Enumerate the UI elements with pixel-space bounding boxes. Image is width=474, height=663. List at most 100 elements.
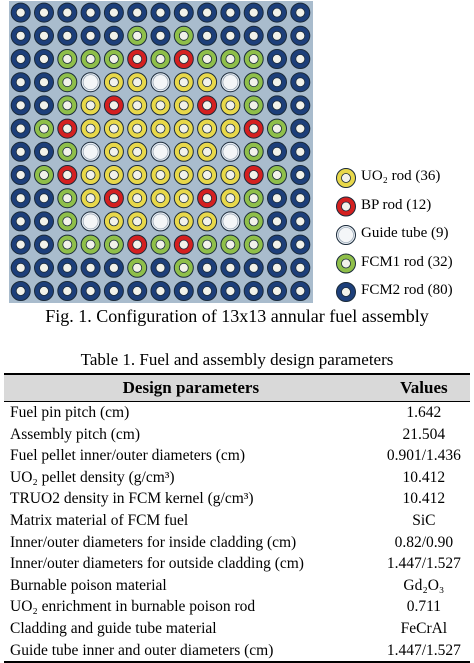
rod (267, 141, 287, 162)
rod (173, 25, 194, 46)
rod (243, 118, 264, 139)
rod-center (178, 286, 189, 296)
rod (173, 257, 194, 278)
rod-center (15, 77, 26, 88)
rod (290, 118, 311, 139)
rod-center (202, 193, 213, 204)
rod (127, 257, 148, 278)
figure-caption: Fig. 1. Configuration of 13x13 annular f… (45, 306, 429, 326)
rod-center (272, 123, 282, 134)
value-cell: 10.412 (402, 490, 446, 508)
rod (150, 95, 171, 116)
rod-center (39, 146, 49, 157)
rod (34, 72, 54, 93)
rod-center (295, 239, 306, 250)
rod (173, 211, 194, 232)
table-row: Fuel pin pitch (cm) 1.642 (4, 402, 470, 424)
rod-center (15, 54, 26, 64)
rod-center (202, 30, 213, 41)
rod-center (295, 77, 306, 88)
rod (57, 281, 78, 301)
rod-center (85, 100, 96, 111)
rod (290, 257, 311, 278)
rod-center (272, 54, 282, 64)
rod (10, 72, 31, 93)
rod-center (225, 7, 236, 18)
legend-label: UO₂ rod (36) (361, 168, 441, 184)
rod (336, 168, 356, 188)
rod-center (132, 262, 143, 273)
rod (103, 72, 124, 93)
rod (267, 49, 287, 69)
rod-center (109, 123, 119, 134)
rod (290, 2, 311, 23)
rod-center (272, 286, 282, 296)
parameter-cell: Fuel pin pitch (cm) (10, 404, 130, 422)
rod (290, 141, 311, 162)
rod (173, 2, 194, 23)
rod-center (155, 239, 166, 250)
rod-center (295, 193, 306, 204)
rod (220, 95, 241, 116)
rod (127, 188, 148, 209)
rod (80, 281, 101, 301)
rod-center (62, 123, 73, 134)
rod (10, 234, 31, 255)
table-row: UO₂ pellet density (g/cm³) 10.412 (4, 467, 470, 489)
rod (127, 25, 148, 46)
table-row: Assembly pitch (cm) 21.504 (4, 424, 470, 446)
rod-center (109, 193, 119, 204)
value-cell: 0.901/1.436 (386, 447, 461, 465)
rod (290, 234, 311, 255)
rod (267, 118, 287, 139)
rod (57, 257, 78, 278)
rod-center (62, 239, 73, 250)
rod-center (272, 77, 282, 88)
rod-center (132, 170, 143, 180)
rod (267, 165, 287, 185)
rod (197, 141, 218, 162)
rod-center (39, 77, 49, 88)
rod-center (62, 77, 73, 88)
header-row: Design parameters Values (4, 373, 470, 402)
table-row: Fuel pellet inner/outer diameters (cm) 0.… (4, 445, 470, 467)
rod-center (85, 54, 96, 64)
rod (10, 188, 31, 209)
rod (150, 165, 171, 185)
parameter-cell: Inner/outer diameters for outside claddi… (10, 555, 304, 573)
rod-center (272, 262, 282, 273)
value-cell: 0.711 (406, 598, 442, 616)
rod (173, 49, 194, 69)
rod (150, 72, 171, 93)
rod-center (155, 286, 166, 296)
rod-center (248, 239, 259, 250)
rod (34, 211, 54, 232)
parameter-cell: Matrix material of FCM fuel (10, 512, 189, 530)
rod (173, 141, 194, 162)
rod (267, 257, 287, 278)
rod-center (295, 100, 306, 111)
rod (34, 257, 54, 278)
rod (127, 234, 148, 255)
rod-center (295, 146, 306, 157)
legend-label: FCM2 rod (80) (361, 282, 453, 298)
header-cell: Values (377, 373, 470, 402)
rod (197, 165, 218, 185)
rod (267, 211, 287, 232)
value-cell: Gd₂O₃ (403, 576, 445, 594)
rod-center (109, 54, 119, 64)
rod-center (295, 170, 306, 180)
rod (150, 281, 171, 301)
rod (34, 2, 54, 23)
rod-center (225, 54, 236, 64)
rod (80, 211, 101, 232)
rod (267, 2, 287, 23)
rod (290, 211, 311, 232)
rod-center (62, 262, 73, 273)
rod (173, 165, 194, 185)
table-row: Burnable poison material Gd₂O₃ (4, 575, 470, 597)
rod (197, 49, 218, 69)
rod-center (15, 7, 26, 18)
rod-center (132, 193, 143, 204)
rod-center (109, 216, 119, 227)
